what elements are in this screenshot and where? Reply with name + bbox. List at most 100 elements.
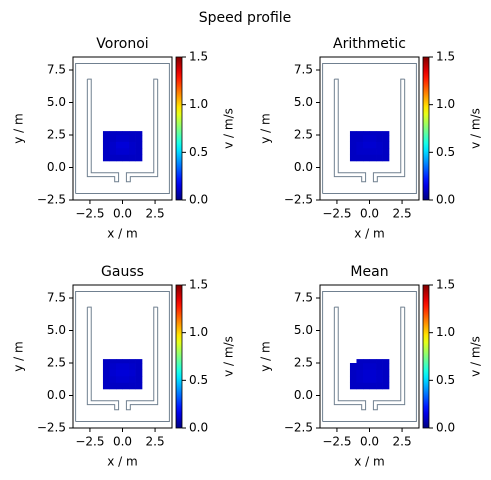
y-tick-label: −2.5 bbox=[284, 421, 313, 435]
wall bbox=[372, 78, 406, 183]
y-tick-label: 7.5 bbox=[294, 63, 313, 77]
heatmap-cell bbox=[382, 131, 390, 136]
colorbar-tick-label: 0.0 bbox=[189, 193, 208, 207]
heatmap-cell bbox=[349, 382, 357, 390]
heatmap-cell bbox=[369, 363, 377, 370]
colorbar bbox=[175, 284, 183, 429]
colorbar-tick-label: 0.5 bbox=[436, 145, 455, 159]
subplot-title: Voronoi bbox=[96, 36, 148, 52]
heatmap-cell bbox=[369, 359, 377, 364]
heatmap-cell bbox=[115, 363, 123, 370]
x-axis-label: x / m bbox=[354, 455, 384, 469]
colorbar-label: v / m/s bbox=[222, 108, 236, 149]
colorbar bbox=[422, 284, 430, 429]
colorbar-label: v / m/s bbox=[469, 108, 483, 149]
wall bbox=[125, 78, 159, 183]
heatmap-cell bbox=[362, 141, 370, 149]
heatmap-cell bbox=[369, 382, 377, 390]
wall bbox=[322, 63, 417, 194]
heatmap-cell bbox=[115, 135, 123, 142]
x-tick-label: 0.0 bbox=[113, 435, 132, 449]
heatmap-cell bbox=[135, 135, 143, 142]
heatmap-cell bbox=[362, 369, 370, 377]
heatmap-cell bbox=[349, 135, 357, 142]
wall bbox=[75, 291, 170, 422]
y-axis-label: y / m bbox=[12, 113, 26, 143]
heatmap-cell bbox=[109, 376, 117, 383]
y-tick-label: 0.0 bbox=[47, 160, 66, 174]
heatmap-cell bbox=[135, 131, 143, 136]
heatmap-cell bbox=[382, 382, 390, 390]
colorbar-tick-label: 1.0 bbox=[436, 325, 455, 339]
colorbar-tick-label: 0.5 bbox=[189, 373, 208, 387]
x-tick-label: 0.0 bbox=[360, 207, 379, 221]
heatmap-cell bbox=[122, 363, 130, 370]
heatmap-cell bbox=[129, 148, 136, 155]
heatmap-cell bbox=[356, 135, 364, 142]
heatmap-cell bbox=[129, 359, 136, 364]
heatmap-cell bbox=[349, 141, 357, 149]
x-tick-label: 2.5 bbox=[393, 435, 412, 449]
heatmap-cell bbox=[122, 376, 130, 383]
heatmap-cell bbox=[376, 148, 383, 155]
heatmap-cell bbox=[356, 141, 364, 149]
heatmap-cell bbox=[349, 363, 357, 370]
heatmap-cell bbox=[102, 363, 110, 370]
heatmap-cell bbox=[376, 135, 383, 142]
heatmap-cell bbox=[135, 141, 143, 149]
heatmap-cell bbox=[376, 382, 383, 390]
heatmap-cell bbox=[376, 141, 383, 149]
heatmap-cell bbox=[349, 154, 357, 162]
y-tick-label: 0.0 bbox=[294, 388, 313, 402]
heatmap-cell bbox=[356, 369, 364, 377]
heatmap-cell bbox=[369, 369, 377, 377]
y-tick-label: 5.0 bbox=[294, 95, 313, 109]
y-tick-label: −2.5 bbox=[37, 193, 66, 207]
heatmap-cell bbox=[369, 141, 377, 149]
heatmap-cell bbox=[369, 131, 377, 136]
heatmap-cell bbox=[135, 369, 143, 377]
heatmap-cell bbox=[129, 131, 136, 136]
colorbar-label: v / m/s bbox=[222, 336, 236, 377]
heatmap-cell bbox=[362, 131, 370, 136]
y-tick-label: 0.0 bbox=[47, 388, 66, 402]
heatmap-cell bbox=[122, 382, 130, 390]
colorbar-tick-label: 0.5 bbox=[189, 145, 208, 159]
heatmap-cell bbox=[109, 359, 117, 364]
heatmap-cell bbox=[102, 369, 110, 377]
colorbar-tick-label: 1.0 bbox=[189, 325, 208, 339]
heatmap-cell bbox=[135, 376, 143, 383]
heatmap-cell bbox=[122, 369, 130, 377]
heatmap-cell bbox=[129, 154, 136, 162]
y-tick-label: 2.5 bbox=[294, 128, 313, 142]
wall bbox=[372, 306, 406, 411]
x-axis-label: x / m bbox=[107, 227, 137, 241]
x-tick-label: −2.5 bbox=[322, 207, 351, 221]
heatmap-cell bbox=[382, 154, 390, 162]
heatmap-cell bbox=[135, 154, 143, 162]
y-tick-label: 7.5 bbox=[294, 291, 313, 305]
heatmap-cell bbox=[362, 382, 370, 390]
colorbar-tick-label: 1.0 bbox=[189, 97, 208, 111]
heatmap-cell bbox=[362, 359, 370, 364]
heatmap-cell bbox=[376, 363, 383, 370]
wall bbox=[125, 306, 159, 411]
heatmap-cell bbox=[115, 131, 123, 136]
colorbar-tick-label: 1.5 bbox=[436, 50, 455, 64]
x-tick-label: 0.0 bbox=[113, 207, 132, 221]
heatmap-cell bbox=[382, 376, 390, 383]
x-tick-label: 2.5 bbox=[146, 207, 165, 221]
colorbar-tick-label: 1.5 bbox=[436, 278, 455, 292]
heatmap-cell bbox=[356, 363, 364, 370]
heatmap-cell bbox=[369, 154, 377, 162]
y-tick-label: 5.0 bbox=[294, 323, 313, 337]
heatmap-cell bbox=[376, 131, 383, 136]
y-tick-label: 0.0 bbox=[294, 160, 313, 174]
figure-title: Speed profile bbox=[199, 10, 292, 26]
heatmap-cell bbox=[102, 141, 110, 149]
heatmap-cell bbox=[349, 148, 357, 155]
wall bbox=[86, 306, 120, 411]
y-tick-label: −2.5 bbox=[37, 421, 66, 435]
x-tick-label: −2.5 bbox=[75, 435, 104, 449]
y-axis-label: y / m bbox=[12, 341, 26, 371]
